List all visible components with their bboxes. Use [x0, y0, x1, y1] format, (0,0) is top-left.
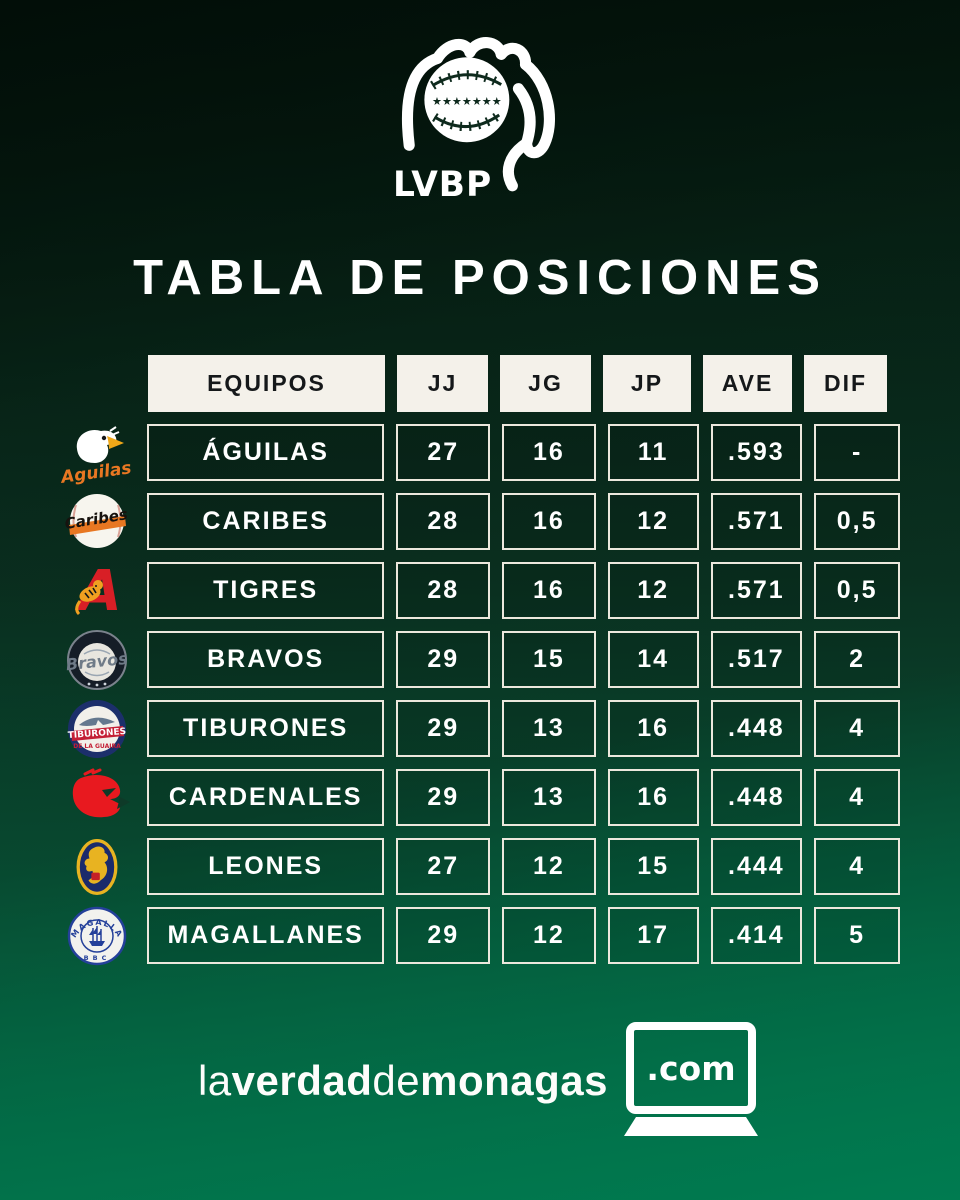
standings-row: LEONES 27 12 15 .444 4: [60, 838, 900, 895]
header-ave: AVE: [703, 355, 792, 412]
standings-row: TIBURONES DE LA GUAIRA TIBURONES 29 13 1…: [60, 699, 900, 758]
brand-wordmark: laverdaddemonagas: [198, 1057, 608, 1105]
dif-value: -: [814, 424, 900, 481]
jp-value: 16: [607, 769, 699, 826]
league-abbr: LVBP: [393, 165, 492, 205]
header-jp: JP: [603, 355, 691, 412]
aguilas-eagle-logo-icon: Aguilas: [61, 425, 133, 487]
standings-row: Caribes CARIBES 28 16 12 .571 0,5: [60, 493, 900, 550]
header-jg: JG: [500, 355, 591, 412]
laptop-icon: .com: [624, 1022, 759, 1136]
ave-value: .444: [710, 838, 803, 895]
standings-row: A TIGRES 28 16 12 .571 0,5: [60, 559, 900, 624]
jj-value: 28: [396, 493, 491, 550]
ave-value: .448: [710, 769, 803, 826]
jj-value: 27: [396, 838, 491, 895]
standings-row: MAGALLANES BBC MAGALLANES 29 12 17 .414 …: [60, 902, 900, 965]
jg-value: 16: [502, 424, 596, 481]
league-logo: ★★★★★★★ LVBP: [391, 32, 569, 213]
baseball-stars: ★★★★★★★: [432, 95, 502, 108]
ave-value: .571: [710, 493, 803, 550]
dif-value: 4: [814, 700, 900, 757]
magallanes-bbc-text: BBC: [84, 954, 111, 962]
ave-value: .571: [710, 562, 803, 619]
ave-value: .517: [710, 631, 803, 688]
standings-header-row: EQUIPOS JJ JG JP AVE DIF: [60, 355, 900, 412]
ave-value: .414: [710, 907, 803, 964]
brand-de: de: [372, 1057, 421, 1104]
jg-value: 15: [502, 631, 596, 688]
jj-value: 29: [396, 907, 491, 964]
team-name: CARIBES: [146, 493, 385, 550]
caribes-baseball-logo-icon: Caribes: [64, 493, 129, 548]
dif-value: 5: [814, 907, 900, 964]
standings-row: Bravos BRAVOS 29 15 14 .517 2: [60, 629, 900, 690]
team-name: CARDENALES: [146, 769, 385, 826]
dif-value: 0,5: [814, 562, 900, 619]
tiburones-shark-logo-icon: TIBURONES DE LA GUAIRA: [68, 699, 127, 758]
header-equipos: EQUIPOS: [148, 355, 385, 412]
jg-value: 12: [502, 907, 596, 964]
jj-value: 29: [396, 631, 491, 688]
header-logo-spacer: [60, 355, 136, 412]
header-jj: JJ: [397, 355, 488, 412]
jj-value: 28: [396, 562, 491, 619]
team-name: TIBURONES: [146, 700, 385, 757]
jg-value: 16: [502, 493, 596, 550]
baseball-glove-icon: ★★★★★★★ LVBP: [393, 37, 555, 205]
brand-monagas: monagas: [420, 1057, 609, 1104]
jg-value: 13: [502, 700, 596, 757]
jp-value: 17: [607, 907, 699, 964]
jj-value: 29: [396, 769, 491, 826]
tigres-red-a-tiger-logo-icon: A: [75, 559, 122, 624]
jp-value: 12: [607, 562, 699, 619]
jp-value: 12: [607, 493, 699, 550]
leones-lion-crest-logo-icon: [76, 838, 118, 895]
ave-value: .593: [710, 424, 803, 481]
team-name: LEONES: [146, 838, 385, 895]
team-name: ÁGUILAS: [146, 424, 385, 481]
tiburones-logo-text: TIBURONES: [68, 726, 127, 740]
jp-value: 16: [607, 700, 699, 757]
header-dif: DIF: [804, 355, 887, 412]
jp-value: 11: [607, 424, 699, 481]
brand-la: la: [197, 1057, 232, 1104]
brand-domain: .com: [646, 1049, 735, 1088]
jg-value: 12: [502, 838, 596, 895]
team-name: MAGALLANES: [146, 907, 385, 964]
standings-row: Aguilas ÁGUILAS 27 16 11 .593 -: [60, 424, 900, 487]
standings-table: EQUIPOS JJ JG JP AVE DIF Aguilas ÁGUILAS…: [60, 355, 900, 965]
jg-value: 16: [502, 562, 596, 619]
jp-value: 15: [607, 838, 699, 895]
page-title: TABLA DE POSICIONES: [133, 251, 827, 305]
jp-value: 14: [607, 631, 699, 688]
magallanes-ship-logo-icon: MAGALLANES BBC: [63, 902, 127, 965]
footer-brand: laverdaddemonagas .com: [0, 1022, 960, 1140]
team-name: TIGRES: [146, 562, 385, 619]
dif-value: 4: [814, 769, 900, 826]
bravos-badge-logo-icon: Bravos: [65, 629, 129, 690]
dif-value: 4: [814, 838, 900, 895]
ave-value: .448: [710, 700, 803, 757]
cardenales-bird-logo-icon: [73, 768, 131, 817]
team-name: BRAVOS: [146, 631, 385, 688]
dif-value: 0,5: [814, 493, 900, 550]
jj-value: 27: [396, 424, 491, 481]
tiburones-logo-subtext: DE LA GUAIRA: [74, 743, 122, 750]
jj-value: 29: [396, 700, 491, 757]
dif-value: 2: [814, 631, 900, 688]
standings-row: CARDENALES 29 13 16 .448 4: [60, 768, 900, 826]
aguilas-logo-text: Aguilas: [61, 458, 133, 487]
brand-verdad: verdad: [231, 1057, 373, 1104]
jg-value: 13: [502, 769, 596, 826]
